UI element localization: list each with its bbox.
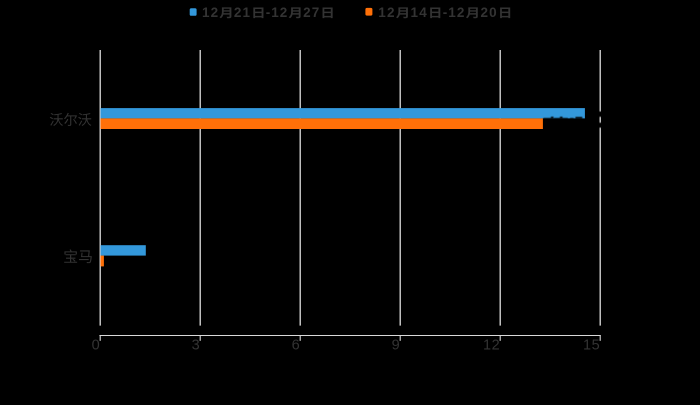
svg-text:12: 12 (483, 338, 500, 354)
svg-text:0: 0 (92, 338, 101, 354)
svg-text:15: 15 (583, 338, 600, 354)
svg-text:9: 9 (392, 338, 401, 354)
svg-text:3: 3 (192, 338, 201, 354)
svg-text:6: 6 (292, 338, 301, 354)
